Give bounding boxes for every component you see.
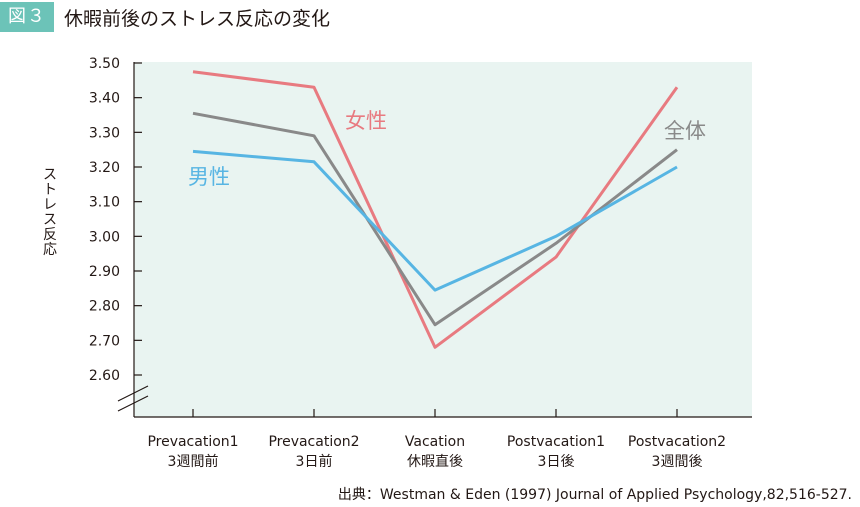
x-category-label: Vacation [405,434,465,450]
y-axis-title-char: ス [43,167,57,183]
y-tick-label: 3.30 [89,125,120,141]
x-category-label: Postvacation2 [628,434,726,450]
x-category-label: 3週間後 [652,454,703,470]
y-tick-label: 3.50 [89,56,120,72]
y-tick-label: 2.60 [89,368,120,384]
series-label-1: 全体 [664,119,706,143]
x-category-label: 3週間前 [168,453,219,470]
y-tick-label: 3.20 [89,160,120,176]
y-tick-label: 2.90 [89,264,120,280]
y-axis-title-char: レ [43,197,57,213]
series-label-2: 男性 [188,165,230,189]
figure-title-text: 休暇前後のストレス反応の変化 [64,7,331,30]
stress-line-chart: 3.50 3.40 3.30 3.20 3.10 3.00 2.90 2.80 2.70 2.60… [43,56,752,470]
y-tick-label: 3.40 [89,91,120,107]
y-tick-label: 3.10 [89,195,120,211]
axis-break-stroke [117,385,149,402]
series-lines [192,70,679,349]
x-category-label: 3日前 [296,453,333,470]
axis-break-stroke [117,395,149,412]
axis-break-mark [117,385,149,412]
y-axis-title-char: 反 [43,227,57,243]
series-line-2 [192,149,678,292]
y-axis-title: ストレス反応 [43,167,57,258]
y-tick-label: 2.80 [89,299,120,315]
y-axis-title-char: 応 [43,242,57,258]
source-citation: 出典：Westman & Eden (1997) Journal of Appl… [337,487,852,503]
x-category-label: Prevacation2 [268,434,359,450]
x-category-label: 3日後 [538,454,575,470]
x-axis-ticks: Prevacation1 3週間前 Prevacation2 3日前 Vacation 休… [147,409,726,470]
series-label-0: 女性 [345,109,387,133]
x-category-label: 休暇直後 [407,453,463,470]
x-category-label: Postvacation1 [507,434,605,450]
y-axis-title-char: ト [43,182,57,198]
y-axis-ticks: 3.50 3.40 3.30 3.20 3.10 3.00 2.90 2.80 2.70 2.60 [89,56,142,384]
y-axis-title-char: ス [43,212,57,228]
x-category-label: Prevacation1 [147,434,238,450]
series-line-0 [192,70,679,349]
y-tick-label: 3.00 [89,229,120,245]
y-tick-label: 2.70 [89,333,120,349]
figure-title: 図３ 休暇前後のストレス反応の変化 [0,0,330,34]
figure-badge: 図３ [0,2,54,32]
plot-area [134,62,752,417]
